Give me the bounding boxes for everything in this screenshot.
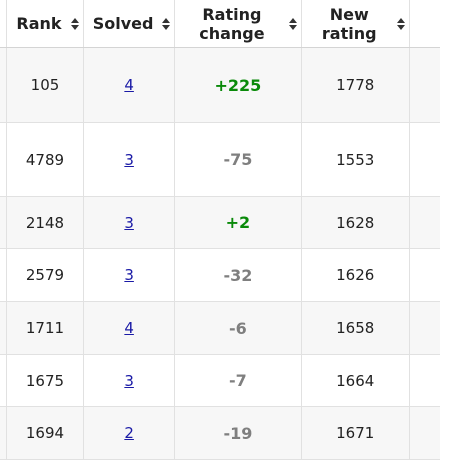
sort-arrows-icon[interactable] [161,17,170,30]
header-extra-cell [408,0,440,48]
extra-cell [408,354,440,407]
extra-cell [408,301,440,355]
solved-link[interactable]: 4 [124,76,134,94]
rank-cell: 105 [5,47,84,123]
rank-cell: 1711 [5,301,84,355]
solved-cell: 3 [83,196,175,249]
edge-cell [0,122,7,197]
header-rank[interactable]: Rank [5,0,84,48]
solved-link[interactable]: 3 [124,266,134,284]
new-rating-cell: 1626 [300,248,410,302]
sort-arrows-icon[interactable] [396,17,405,30]
rating-change-cell: -32 [173,248,302,302]
solved-cell: 3 [83,122,175,197]
new-rating-cell: 1628 [300,196,410,249]
edge-cell [0,354,7,407]
extra-cell [408,122,440,197]
rating-change-value: -7 [229,371,247,390]
header-rating-change[interactable]: Rating change [173,0,302,48]
solved-link[interactable]: 4 [124,319,134,337]
solved-link[interactable]: 3 [124,150,134,169]
edge-cell [0,301,7,355]
rating-change-cell: -19 [173,406,302,460]
solved-cell: 4 [83,301,175,355]
rating-change-cell: +225 [173,47,302,123]
solved-link[interactable]: 2 [124,424,134,442]
rating-change-cell: -6 [173,301,302,355]
solved-cell: 2 [83,406,175,460]
header-solved[interactable]: Solved [83,0,175,48]
extra-cell [408,248,440,302]
solved-link[interactable]: 3 [124,213,134,232]
sort-arrows-icon[interactable] [71,17,80,30]
new-rating-cell: 1778 [300,47,410,123]
header-rating-change-line2: change [199,23,265,43]
table-row: 105 4 +225 1778 [0,47,440,123]
extra-cell [408,406,440,460]
rank-cell: 1694 [5,406,84,460]
rating-change-value: -6 [229,318,247,338]
rank-cell: 4789 [5,122,84,197]
header-edge-cell [0,0,7,48]
table-row: 2579 3 -32 1626 [0,248,440,302]
rating-change-cell: +2 [173,196,302,249]
table-row: 1711 4 -6 1658 [0,301,440,355]
rank-cell: 2579 [5,248,84,302]
rating-change-cell: -7 [173,354,302,407]
solved-cell: 4 [83,47,175,123]
edge-cell [0,47,7,123]
header-new-rating-line2: rating [321,23,377,43]
new-rating-cell: 1553 [300,122,410,197]
header-new-rating-line1: New [329,4,369,24]
table-row: 1694 2 -19 1671 [0,406,440,460]
new-rating-cell: 1658 [300,301,410,355]
extra-cell [408,47,440,123]
edge-cell [0,196,7,249]
new-rating-cell: 1664 [300,354,410,407]
edge-cell [0,406,7,460]
solved-link[interactable]: 3 [124,371,134,390]
edge-cell [0,248,7,302]
table-row: 1675 3 -7 1664 [0,354,440,407]
rating-change-value: +2 [225,213,251,232]
sort-arrows-icon[interactable] [288,17,297,30]
table-row: 4789 3 -75 1553 [0,122,440,197]
contest-history-table: Rank Solved Rating change [0,0,440,460]
header-rating-change-line1: Rating [202,4,262,24]
rank-cell: 2148 [5,196,84,249]
header-new-rating[interactable]: New rating [300,0,410,48]
rating-change-value: -75 [223,150,253,169]
table-row: 2148 3 +2 1628 [0,196,440,249]
new-rating-cell: 1671 [300,406,410,460]
rank-cell: 1675 [5,354,84,407]
rating-change-value: -32 [223,265,253,285]
table-header-row: Rank Solved Rating change [0,0,440,48]
rating-change-value: -19 [223,423,253,443]
solved-cell: 3 [83,354,175,407]
rating-change-cell: -75 [173,122,302,197]
header-solved-label: Solved [92,14,154,33]
header-rank-label: Rank [16,14,62,33]
solved-cell: 3 [83,248,175,302]
extra-cell [408,196,440,249]
rating-change-value: +225 [214,75,262,95]
